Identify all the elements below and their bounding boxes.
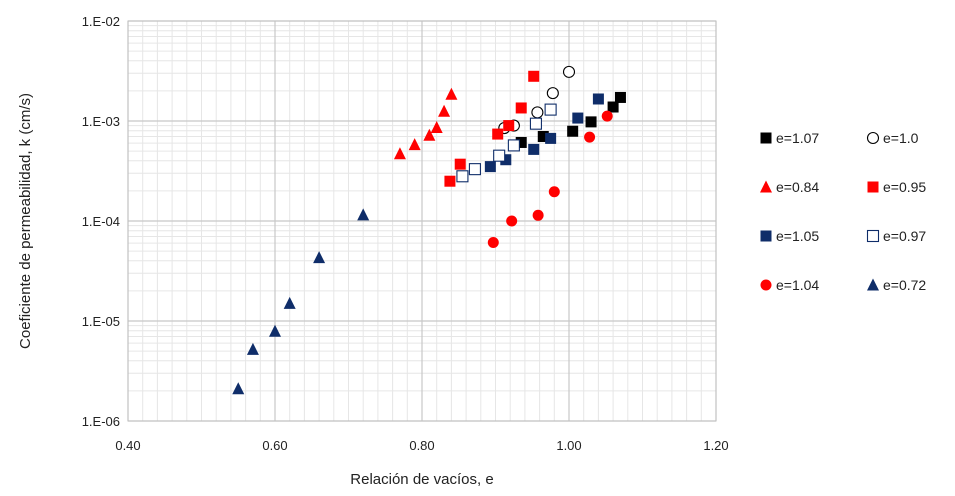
data-point: [592, 93, 604, 105]
y-axis-title: Coeficiente de permeabilidad, k (cm/s): [17, 93, 34, 349]
data-points: [232, 65, 626, 395]
data-point: [545, 132, 557, 144]
x-axis-title: Relación de vacíos, e: [350, 471, 493, 488]
data-point: [548, 186, 560, 198]
x-tick-label: 0.40: [115, 438, 140, 453]
data-point: [614, 91, 626, 103]
x-tick-label: 1.20: [703, 438, 728, 453]
data-point: [423, 128, 436, 141]
data-point: [393, 147, 406, 160]
series-e=1.07: [515, 91, 626, 148]
data-point: [438, 104, 451, 117]
data-point: [430, 121, 443, 134]
data-point: [506, 215, 518, 227]
data-point: [468, 163, 481, 176]
x-tick-label: 0.60: [262, 438, 287, 453]
data-point: [492, 128, 504, 140]
legend-marker: [760, 132, 772, 144]
data-point: [584, 131, 596, 143]
data-point: [601, 110, 613, 122]
data-point: [532, 209, 544, 221]
series-e=0.84: [393, 87, 458, 160]
data-point: [546, 87, 559, 100]
data-point: [544, 103, 557, 116]
data-point: [507, 139, 520, 152]
y-tick-label: 1.E-03: [82, 114, 120, 129]
data-point: [493, 149, 506, 162]
data-point: [567, 125, 579, 137]
series-e=1.04: [487, 110, 613, 248]
legend-label: e=0.95: [883, 179, 926, 195]
data-point: [283, 296, 296, 309]
data-point: [487, 236, 499, 248]
data-point: [232, 382, 245, 395]
x-tick-label: 0.80: [409, 438, 434, 453]
data-point: [529, 117, 542, 130]
data-point: [445, 87, 458, 100]
legend-label: e=1.0: [883, 130, 919, 146]
data-point: [357, 208, 370, 221]
legend-marker: [866, 229, 880, 243]
series-e=0.72: [232, 208, 370, 395]
data-point: [456, 170, 469, 183]
legend-label: e=0.97: [883, 228, 926, 244]
data-point: [537, 130, 549, 142]
data-point: [269, 324, 281, 337]
data-point: [503, 120, 515, 132]
legend-marker: [866, 131, 880, 145]
legend-marker: [760, 230, 772, 242]
data-point: [246, 342, 259, 355]
data-point: [585, 116, 597, 128]
data-point: [444, 175, 456, 187]
data-point: [454, 158, 466, 170]
data-point: [531, 106, 544, 119]
data-point: [484, 161, 496, 173]
legend-marker: [867, 181, 879, 193]
y-tick-label: 1.E-02: [82, 14, 120, 29]
legend-marker: [867, 278, 879, 291]
data-point: [562, 65, 576, 78]
x-tick-label: 1.00: [556, 438, 581, 453]
legend-marker: [760, 279, 772, 291]
data-point: [528, 70, 540, 82]
legend-label: e=1.07: [776, 130, 819, 146]
data-point: [313, 251, 326, 264]
legend: e=1.07 e=1.0 e=0.84 e=0.95 e=1.05 e=0.97 e=1.0…: [760, 130, 926, 293]
legend-label: e=0.84: [776, 179, 819, 195]
x-axis-ticks: 0.40 0.60 0.80 1.00 1.20: [115, 438, 728, 453]
data-point: [528, 143, 540, 155]
y-tick-label: 1.E-05: [82, 314, 120, 329]
series-e=0.95: [444, 70, 540, 187]
series-e=1.05: [484, 93, 604, 173]
y-tick-label: 1.E-06: [82, 414, 120, 429]
y-tick-label: 1.E-04: [82, 214, 120, 229]
legend-label: e=0.72: [883, 277, 926, 293]
series-e=0.97: [456, 103, 557, 183]
data-point: [607, 101, 619, 113]
plot-frame: [127, 20, 717, 422]
legend-marker: [760, 180, 772, 193]
legend-label: e=1.05: [776, 228, 819, 244]
y-axis-ticks: 1.E-06 1.E-05 1.E-04 1.E-03 1.E-02: [82, 14, 120, 429]
data-point: [500, 154, 512, 166]
legend-label: e=1.04: [776, 277, 819, 293]
data-point: [515, 102, 527, 114]
data-point: [515, 136, 527, 148]
data-point: [408, 138, 421, 151]
data-point: [572, 112, 584, 124]
